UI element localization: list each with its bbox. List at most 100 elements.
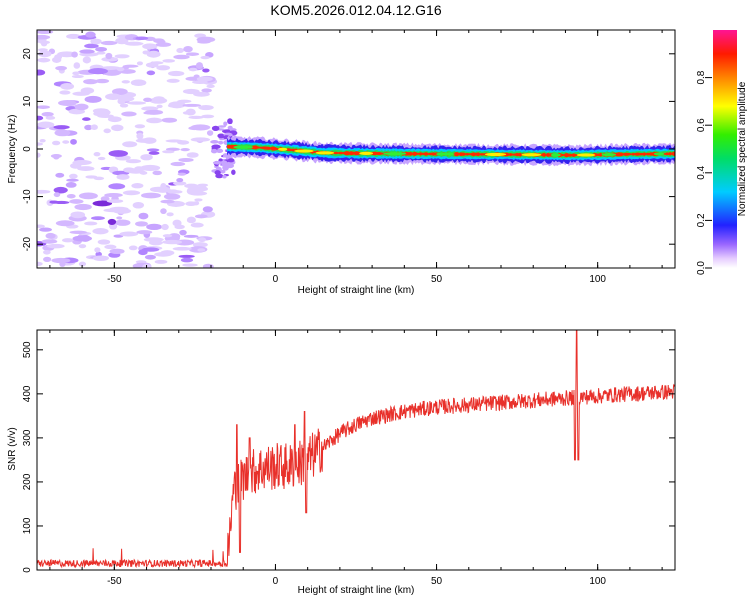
spectrogram-noise-blob	[179, 229, 187, 236]
spectrogram-noise-blob	[186, 187, 193, 195]
colorbar-tick-label: 0.8	[696, 70, 707, 84]
spectrogram-noise-blob	[160, 250, 175, 256]
spectrogram-noise-blob	[183, 45, 193, 53]
spectrogram-noise-blob	[135, 36, 149, 40]
spectrogram-noise-blob	[72, 71, 80, 76]
spectrogram-noise-blob	[135, 138, 154, 143]
spectrogram-noise-blob	[202, 68, 210, 73]
spectrogram-noise-blob	[115, 37, 129, 45]
colorbar-tick-label: 0.6	[696, 118, 707, 132]
spectrogram-noise-blob	[38, 50, 52, 58]
snr-xtick-label: 50	[431, 576, 443, 587]
spectrogram-onset-smear	[228, 121, 233, 125]
spectrogram-noise-blob	[66, 193, 76, 199]
spectrogram-noise-blob	[200, 55, 210, 60]
spectrogram-noise-blob	[116, 216, 123, 220]
spectrogram-noise-blob	[201, 114, 215, 119]
spectrogram-noise-blob	[84, 124, 93, 131]
spectrogram-noise-blob	[65, 181, 77, 188]
chart-title: KOM5.2026.012.04.12.G16	[270, 2, 441, 18]
snr-plot-frame	[36, 329, 676, 571]
spectrogram-noise-blob	[61, 238, 74, 243]
spectrogram-noise-blob	[146, 117, 163, 124]
spectrogram-noise-blob	[125, 159, 142, 164]
spectrogram-noise-blob	[43, 249, 51, 255]
spectrogram-noise-blob	[37, 142, 44, 146]
spectrogram-noise-blob	[37, 30, 54, 35]
spectrogram-noise-blob	[66, 33, 81, 40]
spectrogram-onset-smear	[211, 144, 221, 149]
spectrogram-noise-blob	[148, 151, 160, 155]
spectrogram-noise-blob	[188, 115, 204, 119]
spectrogram-noise-blob	[162, 239, 183, 245]
spectrogram-track-patch	[550, 153, 561, 157]
spectrogram-noise-blob	[100, 196, 110, 202]
snr-ytick-label: 500	[22, 341, 33, 358]
spectrogram-noise-blob	[70, 211, 86, 219]
spectrogram-onset-smear	[223, 121, 228, 126]
spectrogram-onset-smear	[218, 140, 224, 145]
spectrogram-onset-smear	[227, 158, 235, 163]
spectrogram-noise-blob	[146, 70, 156, 76]
spectrogram-noise-blob	[105, 93, 122, 100]
spectrogram-noise-blob	[109, 248, 125, 255]
spectrogram-noise-blob	[37, 152, 41, 158]
spectrogram-noise-blob	[177, 140, 190, 145]
spectrogram-noise-blob	[160, 199, 175, 204]
spectrogram-noise-blob	[138, 212, 149, 220]
spectrogram-noise-blob	[134, 81, 145, 85]
spectrogram-noise-blob	[180, 147, 190, 152]
spectrogram-noise-blob	[37, 261, 43, 266]
spectrogram-noise-blob	[197, 248, 206, 252]
spectrogram-noise-blob	[166, 212, 174, 217]
spectrogram-noise-blob	[95, 109, 111, 116]
spectrogram-noise-blob	[92, 255, 109, 262]
spectrogram-noise-blob	[119, 231, 139, 237]
spectrogram-noise-blob	[167, 103, 181, 108]
spectrogram-noise-blob	[82, 56, 92, 64]
spec-xtick-label: 50	[431, 274, 443, 285]
spectrogram-noise-blob	[197, 40, 211, 44]
spectrogram-noise-blob	[173, 54, 190, 60]
spectrogram-noise-blob	[146, 148, 160, 152]
spectrogram-track-patch	[359, 151, 374, 155]
spectrogram-noise-blob	[196, 76, 213, 82]
spectrogram-noise-blob	[54, 129, 71, 137]
spectrogram-noise-blob	[206, 84, 215, 89]
spectrogram-noise-blob	[185, 52, 200, 56]
spectrogram-noise-blob	[177, 172, 187, 176]
colorbar: 0.0 0.2 0.4 0.6 0.8 Normalized spectral ampl…	[696, 30, 748, 275]
snr-panel: -50 0 50 100 0 100 200 300 400 500 Height of stra…	[7, 329, 676, 596]
spectrogram-noise-blob	[202, 206, 213, 213]
spectrogram-noise-blob	[55, 65, 68, 71]
spectrogram-noise-blob	[101, 66, 121, 71]
spectrogram-noise-blob	[176, 47, 184, 54]
spectrogram-track-patch	[436, 152, 455, 156]
spectrogram-noise-blob	[121, 80, 131, 84]
spectrogram-onset-smear	[220, 160, 228, 165]
spectrogram-noise-blob	[190, 137, 211, 142]
spectrogram-noise-blob	[51, 56, 62, 63]
snr-ylabel: SNR (v/v)	[7, 427, 18, 470]
spectrogram-noise-blob	[53, 192, 61, 198]
spec-ytick-label: -10	[22, 189, 33, 204]
spectrogram-noise-blob	[52, 140, 61, 146]
snr-plot-area	[37, 330, 675, 569]
spectrogram-track-patch	[653, 152, 665, 156]
spectrogram-noise-blob	[195, 62, 204, 70]
spectrogram-noise-blob	[88, 68, 108, 75]
colorbar-tick-label: 0.0	[696, 261, 707, 275]
snr-ytick-label: 0	[22, 567, 33, 573]
spectrogram-noise-blob	[155, 42, 172, 47]
spectrogram-noise-blob	[192, 242, 208, 248]
spectrogram-noise-blob	[162, 150, 175, 154]
spectrogram-noise-blob	[122, 141, 138, 148]
spectrogram-noise-blob	[74, 203, 92, 211]
spectrogram-noise-blob	[37, 105, 51, 109]
spectrogram-noise-blob	[143, 97, 152, 102]
spectrogram-onset-smear	[231, 169, 236, 175]
spectrogram-noise-blob	[59, 90, 71, 95]
spectrogram-noise-blob	[100, 40, 118, 46]
spectrogram-xlabel: Height of straight line (km)	[298, 285, 415, 296]
